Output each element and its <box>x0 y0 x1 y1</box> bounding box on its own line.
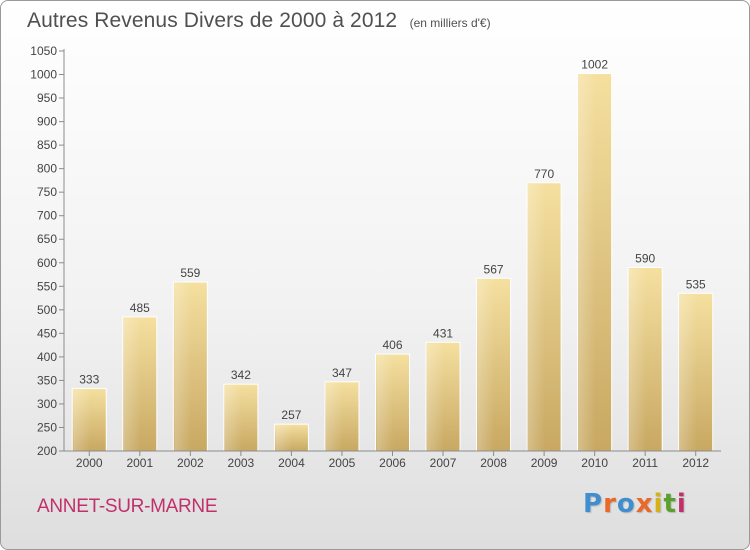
y-tick-label: 600 <box>37 256 57 270</box>
logo-letter: o <box>616 489 636 519</box>
data-label-2010: 1002 <box>581 58 608 72</box>
y-tick-label: 400 <box>37 350 57 364</box>
data-label-2005: 347 <box>332 366 352 380</box>
logo-letter: t <box>663 489 677 519</box>
y-tick-label: 750 <box>37 185 57 199</box>
bar-highlight <box>123 317 141 451</box>
logo-letter: x <box>635 489 654 519</box>
y-tick-label: 200 <box>37 444 57 458</box>
bar-highlight <box>224 385 242 451</box>
x-tick-label-2005: 2005 <box>329 456 356 470</box>
y-tick-label: 1050 <box>30 44 57 58</box>
y-tick-label: 800 <box>37 162 57 176</box>
bar-highlight <box>376 355 394 451</box>
chart-subtitle: (en milliers d'€) <box>409 16 491 30</box>
logo-letter: i <box>676 489 687 519</box>
x-tick-label-2009: 2009 <box>531 456 558 470</box>
y-tick-label: 550 <box>37 279 57 293</box>
bar-highlight <box>325 382 343 451</box>
data-label-2008: 567 <box>484 262 504 276</box>
proxiti-logo: Proxiti <box>583 489 687 519</box>
x-tick-label-2000: 2000 <box>76 456 103 470</box>
x-tick-label-2012: 2012 <box>682 456 709 470</box>
bar-highlight <box>679 294 697 451</box>
x-tick-label-2008: 2008 <box>480 456 507 470</box>
data-label-2000: 333 <box>79 372 99 386</box>
bar-highlight <box>629 268 647 451</box>
y-tick-label: 650 <box>37 232 57 246</box>
x-tick-label-2006: 2006 <box>379 456 406 470</box>
bar-highlight <box>578 74 596 452</box>
logo-letter: i <box>653 489 664 519</box>
data-label-2009: 770 <box>534 167 554 181</box>
data-label-2012: 535 <box>686 277 706 291</box>
chart-title-row: Autres Revenus Divers de 2000 à 2012 (en… <box>27 9 491 33</box>
data-label-2002: 559 <box>180 266 200 280</box>
y-axis: 200 250 300 350 400 450 500 550 600 650 700 750 800 8… <box>30 44 65 458</box>
x-tick-label-2010: 2010 <box>581 456 608 470</box>
bar-highlight <box>427 343 445 451</box>
y-tick-label: 350 <box>37 373 57 387</box>
y-tick-label: 250 <box>37 420 57 434</box>
bar-highlight <box>73 389 91 451</box>
y-tick-label: 850 <box>37 138 57 152</box>
logo-letter: P <box>583 489 604 519</box>
data-label-2003: 342 <box>231 368 251 382</box>
x-tick-label-2004: 2004 <box>278 456 305 470</box>
x-axis: 2000 2001 2002 2003 2004 2005 2006 2007 2008 2009… <box>64 450 721 470</box>
data-label-2011: 590 <box>635 251 655 265</box>
x-tick-label-2003: 2003 <box>228 456 255 470</box>
x-tick-label-2002: 2002 <box>177 456 204 470</box>
data-label-2004: 257 <box>281 408 301 422</box>
y-tick-label: 950 <box>37 91 57 105</box>
data-label-2001: 485 <box>130 301 150 315</box>
y-tick-label: 450 <box>37 326 57 340</box>
y-tick-label: 700 <box>37 209 57 223</box>
x-tick-label-2011: 2011 <box>632 456 658 470</box>
bars: 333 485 559 342 257 347 406 431 567 770 1002 590 535 <box>71 58 714 452</box>
bar-highlight <box>174 283 192 451</box>
y-tick-label: 500 <box>37 303 57 317</box>
chart-title: Autres Revenus Divers de 2000 à 2012 <box>27 9 398 32</box>
y-tick-label: 900 <box>37 115 57 129</box>
data-label-2006: 406 <box>382 338 402 352</box>
x-tick-label-2007: 2007 <box>430 456 457 470</box>
bar-highlight <box>528 183 546 451</box>
y-tick-label: 1000 <box>30 68 57 82</box>
city-name: ANNET-SUR-MARNE <box>37 496 218 517</box>
data-label-2007: 431 <box>433 326 453 340</box>
x-tick-label-2001: 2001 <box>126 456 153 470</box>
y-tick-label: 300 <box>37 397 57 411</box>
bar-highlight <box>477 279 495 451</box>
logo-letter: r <box>603 489 617 519</box>
bar-highlight <box>275 425 293 451</box>
